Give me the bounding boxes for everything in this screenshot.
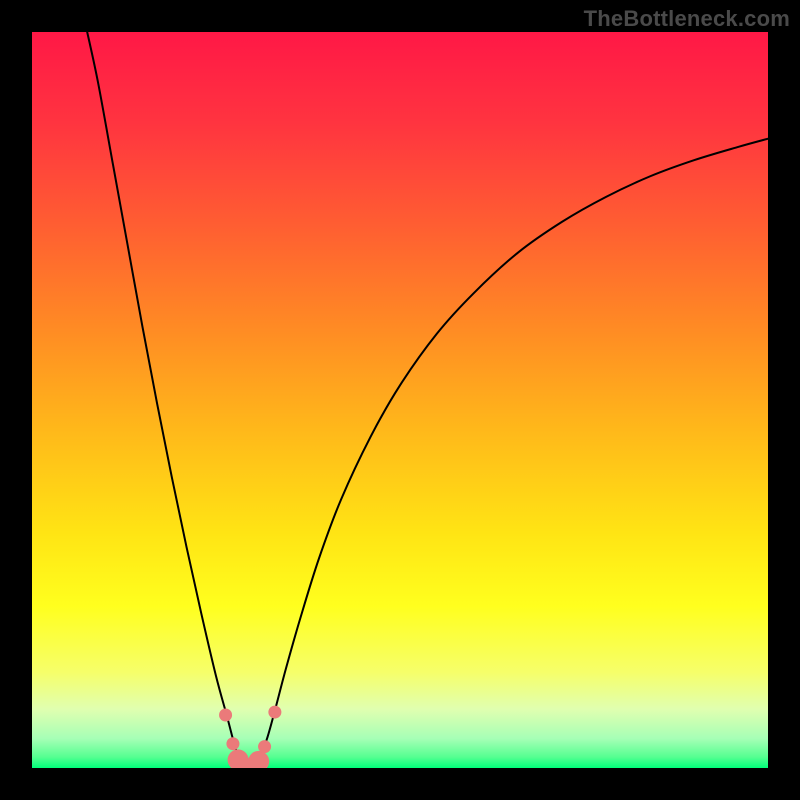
watermark-text: TheBottleneck.com — [584, 6, 790, 32]
marker-dot — [268, 706, 281, 719]
marker-dot — [258, 740, 271, 753]
plot-background — [32, 32, 768, 768]
bottleneck-chart — [0, 0, 800, 800]
chart-container: TheBottleneck.com — [0, 0, 800, 800]
marker-dot — [219, 709, 232, 722]
marker-dot — [226, 737, 239, 750]
